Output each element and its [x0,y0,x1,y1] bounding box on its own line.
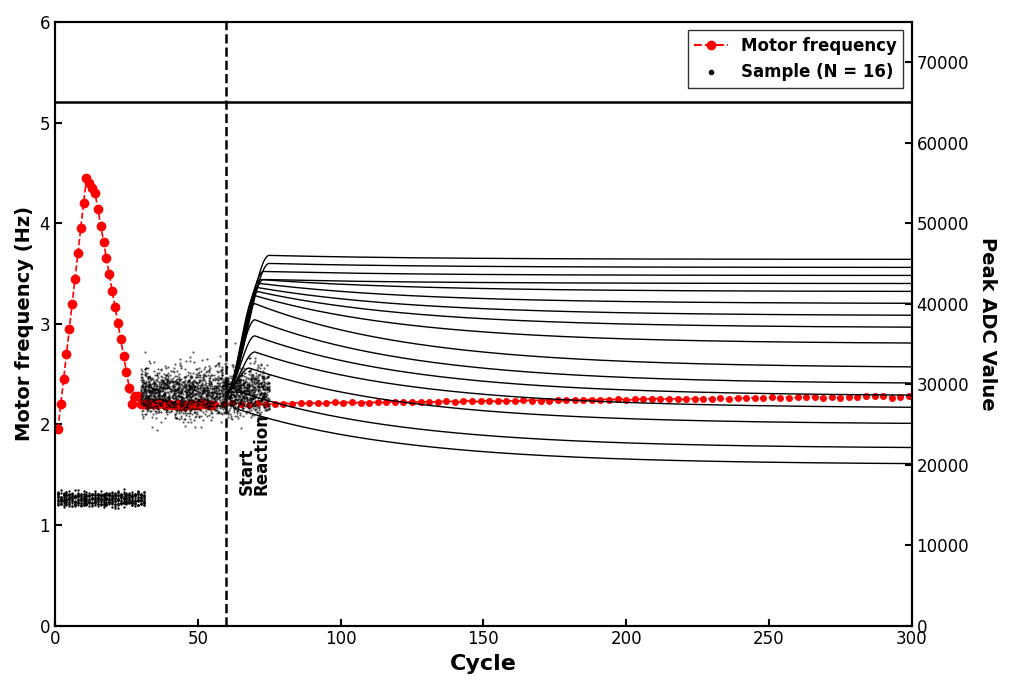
Text: Reaction: Reaction [252,413,270,495]
Text: Start: Start [238,447,256,495]
Y-axis label: Motor frequency (Hz): Motor frequency (Hz) [15,206,34,441]
Legend: Motor frequency, Sample (N = 16): Motor frequency, Sample (N = 16) [686,30,903,88]
Y-axis label: Peak ADC Value: Peak ADC Value [977,237,996,411]
X-axis label: Cycle: Cycle [450,654,517,674]
